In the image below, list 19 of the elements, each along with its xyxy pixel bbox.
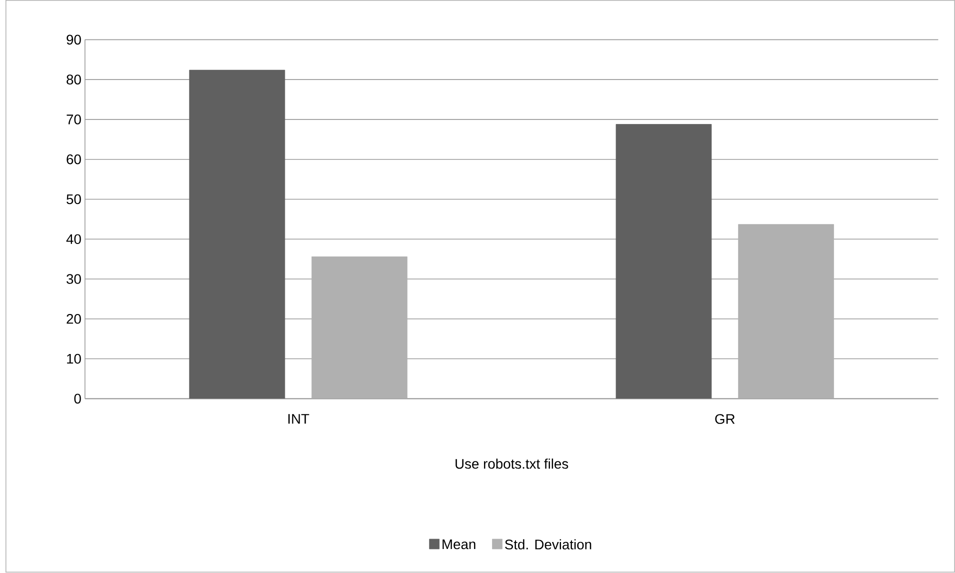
x-axis-title: Use robots.txt files — [456, 458, 568, 469]
bar — [738, 224, 834, 399]
y-tick-label: 90 — [66, 34, 81, 45]
bar — [189, 70, 286, 399]
x-tick-label: INT — [288, 414, 310, 424]
y-tick-label: 20 — [66, 314, 81, 324]
y-tick-label: 70 — [66, 114, 81, 125]
y-tick-label: 80 — [66, 74, 81, 85]
y-tick-label: 30 — [66, 274, 81, 284]
y-tick-label: 10 — [67, 354, 81, 364]
legend-label: Std. Deviation — [505, 539, 592, 550]
x-tick-label: GR — [715, 414, 735, 424]
y-tick-label: 60 — [66, 154, 81, 164]
y-tick-label: 40 — [66, 234, 81, 244]
bar — [616, 124, 712, 399]
legend-label: Mean — [442, 540, 476, 550]
bar — [312, 256, 408, 399]
y-tick-label: 0 — [74, 394, 81, 404]
y-tick-label: 50 — [66, 194, 81, 204]
